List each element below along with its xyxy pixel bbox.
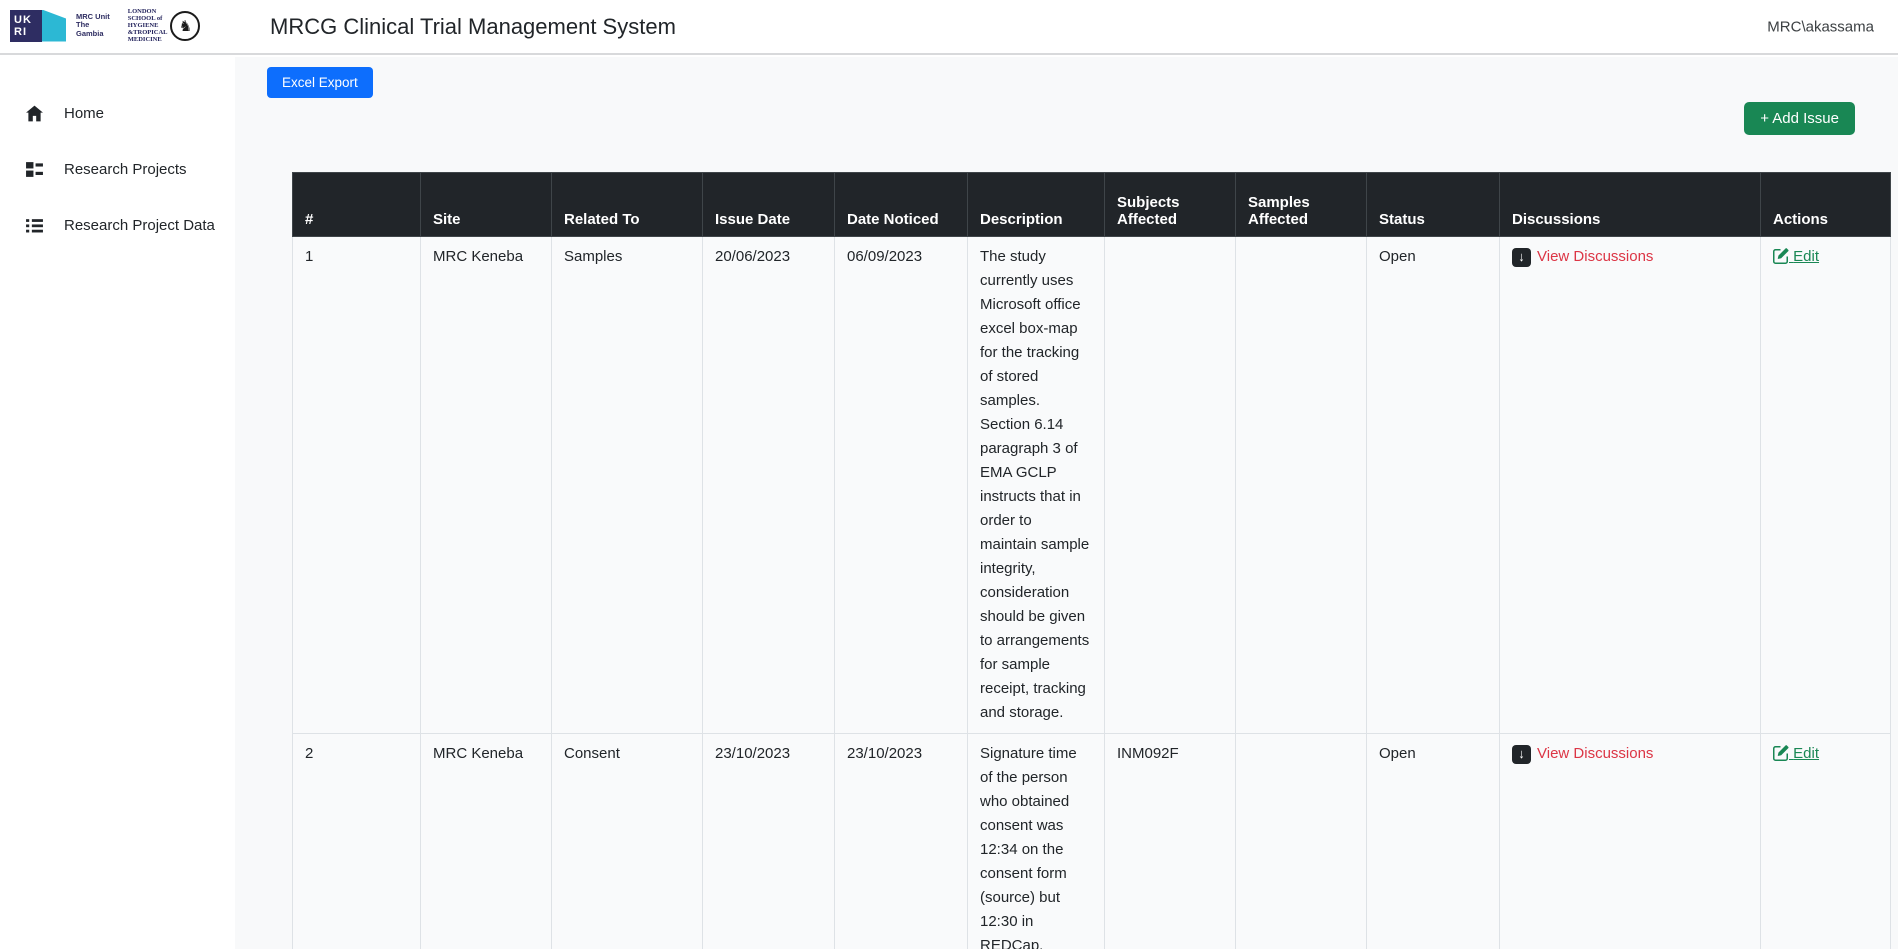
cell-date-noticed: 23/10/2023 [834,733,968,949]
ukri-flag-shape [42,9,66,42]
cell-actions: Edit [1760,236,1891,734]
col-header-related-to: Related To [551,172,703,237]
projects-grid-icon [24,159,44,179]
cell-related-to: Consent [551,733,703,949]
cell-actions: Edit [1760,733,1891,949]
sidebar-item-label: Research Project Data [64,216,215,234]
lshtm-logo: LONDON SCHOOL of HYGIENE &TROPICAL MEDIC… [128,8,201,43]
cell-description: The study currently uses Microsoft offic… [967,236,1105,734]
cell-issue-date: 20/06/2023 [702,236,835,734]
col-header-description: Description [967,172,1105,237]
cell-discussions: ↓ View Discussions [1499,236,1761,734]
view-discussions-label: View Discussions [1537,248,1654,265]
cell-status: Open [1366,733,1500,949]
lshtm-logo-text: LONDON SCHOOL of HYGIENE &TROPICAL MEDIC… [127,8,168,43]
sidebar-item-research-projects[interactable]: Research Projects [0,141,235,197]
col-header-status: Status [1366,172,1500,237]
issues-table: # Site Related To Issue Date Date Notice… [292,172,1891,949]
cell-status: Open [1366,236,1500,734]
view-discussions-label: View Discussions [1537,745,1654,762]
edit-label: Edit [1793,248,1820,265]
table-row: 2 MRC Keneba Consent 23/10/2023 23/10/20… [292,733,1891,949]
logged-in-username: MRC\akassama [1767,18,1874,35]
cell-subjects-affected: INM092F [1104,733,1236,949]
col-header-issue-date: Issue Date [702,172,835,237]
table-row: 1 MRC Keneba Samples 20/06/2023 06/09/20… [292,236,1891,734]
col-header-num: # [292,172,421,237]
view-discussions-link[interactable]: ↓ View Discussions [1512,742,1653,766]
cell-site: MRC Keneba [420,236,552,734]
add-issue-row: + Add Issue [235,102,1855,136]
sidebar-item-label: Research Projects [64,160,187,178]
edit-icon [1773,745,1789,761]
cell-samples-affected [1235,733,1367,949]
cell-num: 1 [292,236,421,734]
cell-description: Signature time of the person who obtaine… [967,733,1105,949]
main-content: Excel Export + Add Issue # Site Related … [235,57,1898,949]
page-title: MRCG Clinical Trial Management System [270,13,676,39]
edit-link[interactable]: Edit [1773,745,1819,762]
col-header-actions: Actions [1760,172,1891,237]
cell-num: 2 [292,733,421,949]
col-header-site: Site [420,172,552,237]
add-issue-button[interactable]: + Add Issue [1744,102,1855,135]
ukri-logo-text-top: UK [14,13,32,26]
cell-related-to: Samples [551,236,703,734]
cell-site: MRC Keneba [420,733,552,949]
down-arrow-icon: ↓ [1512,247,1531,267]
app-header: UK RI MRC Unit The Gambia LONDON SCHOOL … [0,0,1898,55]
logo-area: UK RI MRC Unit The Gambia LONDON SCHOOL … [10,8,201,43]
cell-samples-affected [1235,236,1367,734]
cell-discussions: ↓ View Discussions [1499,733,1761,949]
col-header-samples-affected: Samples Affected [1235,172,1367,237]
cell-date-noticed: 06/09/2023 [834,236,968,734]
view-discussions-link[interactable]: ↓ View Discussions [1512,245,1653,269]
edit-icon [1773,248,1789,264]
sidebar-item-home[interactable]: Home [0,85,235,141]
cell-subjects-affected [1104,236,1236,734]
col-header-subjects-affected: Subjects Affected [1104,172,1236,237]
down-arrow-icon: ↓ [1512,744,1531,764]
ukri-logo: UK RI [10,9,66,42]
list-icon [24,215,44,235]
ukri-logo-text-bottom: RI [14,25,27,38]
issues-table-body: 1 MRC Keneba Samples 20/06/2023 06/09/20… [292,236,1891,949]
edit-label: Edit [1793,745,1820,762]
home-icon [24,103,44,123]
excel-export-button[interactable]: Excel Export [267,67,373,98]
mrc-unit-logo-text: MRC Unit The Gambia [76,11,110,38]
col-header-date-noticed: Date Noticed [834,172,968,237]
sidebar: Home Research Projects Research Project … [0,57,235,949]
issues-table-header: # Site Related To Issue Date Date Notice… [292,172,1891,237]
sidebar-item-research-project-data[interactable]: Research Project Data [0,197,235,253]
edit-link[interactable]: Edit [1773,248,1819,265]
sidebar-item-label: Home [64,104,105,122]
lshtm-seal-icon: ♞ [170,10,201,41]
cell-issue-date: 23/10/2023 [702,733,835,949]
col-header-discussions: Discussions [1499,172,1761,237]
